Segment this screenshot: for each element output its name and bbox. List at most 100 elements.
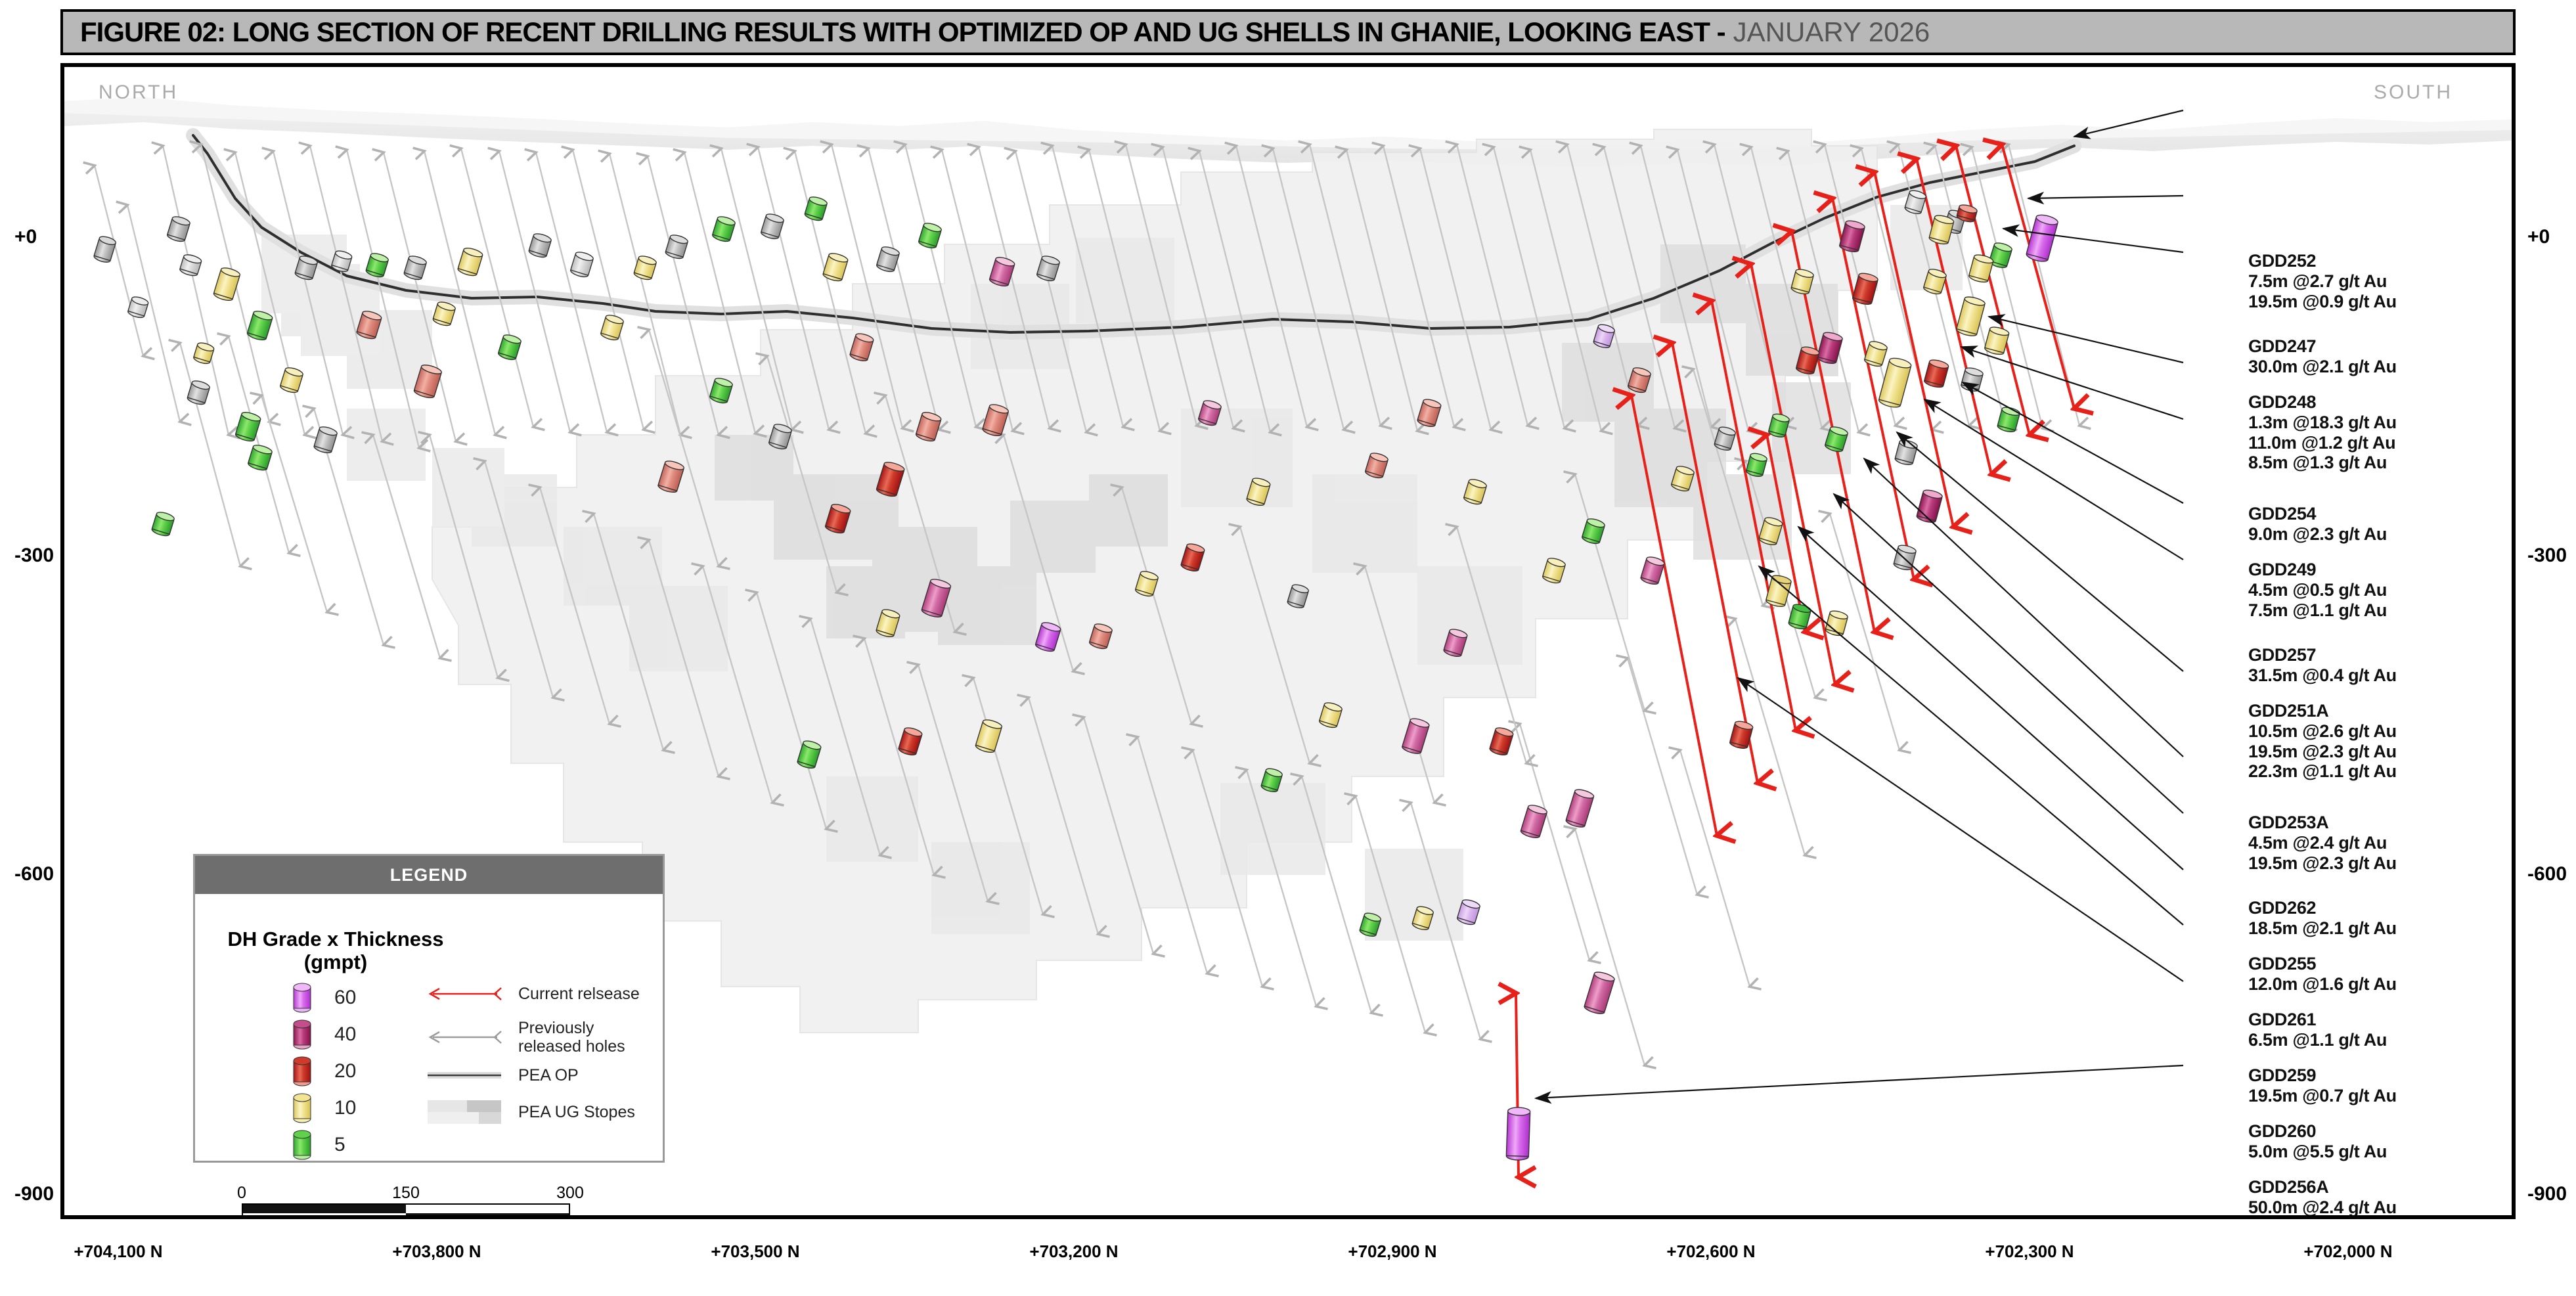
drillhole-label-gdd260: GDD260 5.0m @5.5 g/t Au: [2248, 1121, 2387, 1162]
section-plot-canvas: NORTH SOUTH: [64, 67, 2512, 1215]
legend-previous-holes-line2: released holes: [518, 1037, 625, 1056]
drillhole-id: GDD255: [2248, 954, 2317, 973]
drillhole-intercept: 4.5m @2.4 g/t Au: [2248, 832, 2387, 853]
legend-grade-5: 5: [287, 1128, 345, 1162]
scale-bar: 0 150 300 Metres: [237, 1184, 584, 1215]
drillhole-label-gdd249: GDD249 4.5m @0.5 g/t Au 7.5m @1.1 g/t Au: [2248, 560, 2387, 620]
figure-title-text: FIGURE 02: LONG SECTION OF RECENT DRILLI…: [80, 16, 1726, 47]
scale-bar-bars: [242, 1203, 570, 1215]
figure-title-bar: FIGURE 02: LONG SECTION OF RECENT DRILLI…: [60, 9, 2516, 55]
elevation-tick-minus300: -300: [14, 545, 55, 566]
drillhole-label-gdd252: GDD252 7.5m @2.7 g/t Au 19.5m @0.9 g/t Au: [2248, 251, 2397, 311]
northing-tick-6: +702,300 N: [1985, 1241, 2074, 1261]
drillhole-label-gdd248: GDD248 1.3m @18.3 g/t Au 11.0m @1.2 g/t Au…: [2248, 392, 2397, 473]
legend-grade-40: 40: [287, 1017, 356, 1052]
legend-grade-40-value: 40: [334, 1023, 357, 1045]
northing-tick-4: +702,900 N: [1348, 1241, 1437, 1261]
drillhole-id: GDD247: [2248, 336, 2317, 356]
elevation-tick-minus900: -900: [14, 1183, 55, 1205]
legend-grade-10-value: 10: [334, 1097, 357, 1119]
drillhole-label-gdd251a: GDD251A 10.5m @2.6 g/t Au 19.5m @2.3 g/t A…: [2248, 701, 2397, 782]
drillhole-id: GDD253A: [2248, 813, 2329, 832]
elevation-tick-minus900: -900: [2527, 1183, 2567, 1205]
legend-current-release-label: Current relsease: [518, 985, 640, 1003]
cylinder-icon: [293, 1130, 311, 1160]
legend-pea-op-label: PEA OP: [518, 1066, 579, 1084]
drillhole-id: GDD261: [2248, 1010, 2317, 1029]
drillhole-intercept: 19.5m @0.7 g/t Au: [2248, 1085, 2397, 1106]
legend-body: DH Grade x Thickness (gmpt) 60: [195, 894, 663, 1162]
northing-tick-5: +702,600 N: [1666, 1241, 1756, 1261]
drillhole-id: GDD249: [2248, 560, 2317, 579]
cylinder-icon: [293, 983, 311, 1013]
drillhole-label-gdd253a: GDD253A 4.5m @2.4 g/t Au 19.5m @2.3 g/t Au: [2248, 813, 2397, 873]
legend-pea-ug-stopes-label: PEA UG Stopes: [518, 1103, 635, 1121]
drillhole-intercept: 8.5m @1.3 g/t Au: [2248, 453, 2387, 473]
legend-grade-10: 10: [287, 1091, 356, 1125]
drillhole-intercept: 19.5m @2.3 g/t Au: [2248, 741, 2397, 761]
cylinder-icon: [293, 1093, 311, 1123]
current-release-arrow-icon: [428, 987, 502, 1000]
drillhole-id: GDD257: [2248, 645, 2317, 665]
scale-tick-150: 150: [392, 1184, 420, 1202]
pea-op-line-icon: [428, 1072, 501, 1079]
legend-grade-20: 20: [287, 1054, 356, 1088]
cylinder-icon: [293, 1019, 311, 1050]
section-plot-frame: NORTH SOUTH: [60, 63, 2516, 1219]
legend-header: LEGEND: [195, 856, 663, 894]
scale-bar-ticks: 0 150 300: [237, 1184, 584, 1203]
drillhole-intercept: 19.5m @2.3 g/t Au: [2248, 853, 2397, 873]
northing-tick-3: +703,200 N: [1029, 1241, 1119, 1261]
drillhole-id: GDD259: [2248, 1065, 2317, 1085]
elevation-tick-minus300: -300: [2527, 545, 2567, 566]
drillhole-intercept: 6.5m @1.1 g/t Au: [2248, 1029, 2387, 1050]
scale-tick-300: 300: [556, 1184, 584, 1202]
legend-previous-holes-line1: Previously: [518, 1019, 594, 1037]
legend-grade-title: DH Grade x Thickness (gmpt): [217, 927, 454, 973]
drillhole-intercept: 30.0m @2.1 g/t Au: [2248, 356, 2397, 376]
drillhole-id: GDD260: [2248, 1121, 2317, 1141]
drillhole-intercept: 1.3m @18.3 g/t Au: [2248, 412, 2397, 432]
drillhole-label-gdd261: GDD261 6.5m @1.1 g/t Au: [2248, 1010, 2387, 1050]
drillhole-intercept: 7.5m @2.7 g/t Au: [2248, 271, 2387, 291]
drillhole-label-gdd262: GDD262 18.5m @2.1 g/t Au: [2248, 898, 2397, 939]
legend-previous-holes: Previously released holes: [425, 1019, 625, 1056]
drillhole-intercept: Incl. 23.5m @4.0 g/t Au: [2248, 1218, 2436, 1219]
legend-grade-60: 60: [287, 981, 356, 1015]
drillhole-intercept: 31.5m @0.4 g/t Au: [2248, 665, 2397, 685]
drillhole-label-gdd254: GDD254 9.0m @2.3 g/t Au: [2248, 504, 2387, 545]
legend-pea-op: PEA OP: [425, 1066, 579, 1084]
drillhole-id: GDD248: [2248, 392, 2317, 412]
northing-tick-0: +704,100 N: [74, 1241, 163, 1261]
drillhole-intercept: 4.5m @0.5 g/t Au: [2248, 579, 2387, 600]
previous-holes-arrow-icon: [428, 1031, 502, 1044]
drillhole-id: GDD252: [2248, 251, 2317, 271]
drillhole-intercept: 50.0m @2.4 g/t Au: [2248, 1197, 2397, 1217]
northing-tick-1: +703,800 N: [392, 1241, 481, 1261]
legend-grade-5-value: 5: [334, 1134, 345, 1155]
drillhole-intercept: 11.0m @1.2 g/t Au: [2248, 432, 2396, 453]
north-label: NORTH: [99, 81, 179, 103]
drillhole-intercept: 7.5m @1.1 g/t Au: [2248, 600, 2387, 620]
topography-band: [64, 97, 2512, 167]
drillhole-intercept-markers: [93, 190, 2058, 1161]
elevation-tick-minus600: -600: [2527, 863, 2567, 885]
drillhole-label-gdd259: GDD259 19.5m @0.7 g/t Au: [2248, 1065, 2397, 1106]
drillhole-intercept: 19.5m @0.9 g/t Au: [2248, 291, 2397, 311]
legend-grade-title-line1: DH Grade x Thickness: [227, 927, 444, 950]
legend-current-release: Current relsease: [425, 985, 640, 1003]
drillhole-id: GDD251A: [2248, 701, 2329, 721]
drillhole-intercept: 18.5m @2.1 g/t Au: [2248, 918, 2397, 938]
northing-tick-2: +703,500 N: [711, 1241, 800, 1261]
pea-ug-stopes-swatch-icon: [428, 1100, 501, 1124]
drillhole-intercept: 10.5m @2.6 g/t Au: [2248, 721, 2397, 741]
scale-tick-0: 0: [237, 1184, 246, 1202]
legend-grade-title-line2: (gmpt): [303, 950, 368, 973]
drillhole-label-gdd247: GDD247 30.0m @2.1 g/t Au: [2248, 336, 2397, 377]
northing-tick-7: +702,000 N: [2303, 1241, 2393, 1261]
drillhole-id: GDD254: [2248, 504, 2317, 524]
legend-grade-60-value: 60: [334, 987, 357, 1008]
drillhole-label-gdd255: GDD255 12.0m @1.6 g/t Au: [2248, 954, 2397, 994]
